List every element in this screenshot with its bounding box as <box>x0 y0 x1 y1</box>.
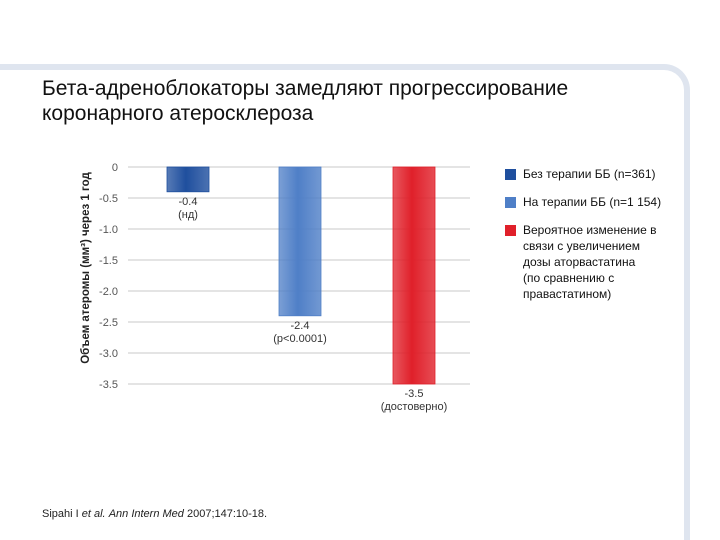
legend-label-atorvastatin-line-3: дозы аторвастатина <box>523 255 636 269</box>
legend-label-atorvastatin-line-1: Вероятное изменение в <box>523 223 657 237</box>
y-tick-label: -2.5 <box>99 317 118 329</box>
bar-note-label: (нд) <box>178 209 198 221</box>
frame-right-decoration <box>684 200 690 540</box>
citation: Sipahi I et al. Ann Intern Med 2007;147:… <box>42 508 267 520</box>
frame-top-decoration <box>0 64 690 204</box>
legend-swatch-bb <box>505 197 516 208</box>
bar-value-label: -2.4 <box>291 320 310 332</box>
legend-label-atorvastatin-line-2: связи с увеличением <box>523 239 641 253</box>
y-tick-label: -2.0 <box>99 286 118 298</box>
bar-note-label: (достоверно) <box>381 401 448 413</box>
chart-legend: Без терапии ББ (n=361) На терапии ББ (n=… <box>505 166 695 314</box>
bar <box>166 166 210 193</box>
y-tick-label: 0 <box>112 162 118 174</box>
citation-author: Sipahi I <box>42 508 79 520</box>
legend-label-atorvastatin-line-5: правастатином) <box>523 287 612 301</box>
citation-etal: et al. <box>81 508 106 520</box>
bar-note-label: (p<0.0001) <box>273 333 327 345</box>
legend-label-atorvastatin-line-4: (по сравнению с <box>523 271 615 285</box>
bar-value-label: -3.5 <box>405 388 424 400</box>
legend-item-no-bb: Без терапии ББ (n=361) <box>505 166 695 182</box>
bar-value-label: -0.4 <box>179 196 198 208</box>
citation-journal: Ann Intern Med <box>108 508 184 520</box>
slide-title: Бета-адреноблокаторы замедляют прогресси… <box>42 76 672 126</box>
legend-item-atorvastatin: Вероятное изменение в связи с увеличение… <box>505 222 695 302</box>
y-tick-label: -0.5 <box>99 193 118 205</box>
bar <box>278 166 322 317</box>
y-tick-label: -3.0 <box>99 348 118 360</box>
y-tick-label: -3.5 <box>99 379 118 391</box>
slide-title-line-1: Бета-адреноблокаторы замедляют прогресси… <box>42 77 569 100</box>
bar <box>392 166 436 385</box>
legend-label-no-bb: Без терапии ББ (n=361) <box>523 167 656 181</box>
y-tick-label: -1.0 <box>99 224 118 236</box>
legend-swatch-no-bb <box>505 169 516 180</box>
legend-label-bb: На терапии ББ (n=1 154) <box>523 195 662 209</box>
legend-item-bb: На терапии ББ (n=1 154) <box>505 194 695 210</box>
slide-title-line-2: коронарного атеросклероза <box>42 102 314 125</box>
y-tick-label: -1.5 <box>99 255 118 267</box>
legend-swatch-atorvastatin <box>505 225 516 236</box>
citation-details: 2007;147:10-18. <box>186 508 268 520</box>
